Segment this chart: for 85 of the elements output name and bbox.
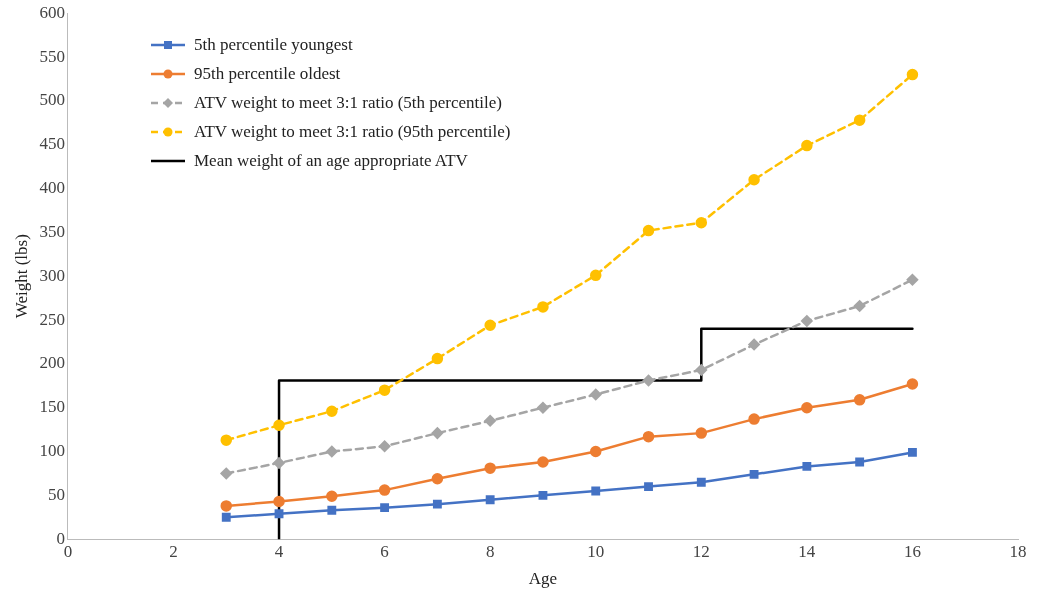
point — [591, 486, 601, 496]
point — [589, 269, 602, 282]
legend-label: 95th percentile oldest — [194, 63, 341, 84]
y-tick-label: 450 — [39, 134, 65, 154]
point — [853, 394, 866, 406]
point — [326, 405, 338, 417]
point — [855, 457, 865, 467]
y-tick-label: 400 — [39, 178, 65, 197]
point — [274, 509, 284, 519]
point — [220, 500, 232, 512]
legend-label: 5th percentile youngest — [194, 34, 353, 55]
x-tick-label: 6 — [380, 541, 389, 561]
x-axis-title: Age — [528, 569, 558, 589]
point — [378, 484, 391, 496]
point — [327, 505, 337, 515]
y-tick-label: 550 — [39, 46, 65, 66]
point — [748, 338, 760, 351]
point — [748, 174, 760, 186]
point — [326, 490, 338, 502]
point — [484, 415, 496, 427]
legend-label: ATV weight to meet 3:1 ratio (5th percentile) — [194, 92, 502, 113]
point — [485, 495, 495, 505]
point — [748, 413, 760, 425]
x-tick-label: 12 — [692, 541, 710, 561]
point — [853, 300, 866, 312]
point — [695, 427, 708, 439]
point — [378, 440, 391, 453]
point — [906, 68, 919, 81]
point — [853, 114, 866, 126]
point — [644, 482, 653, 492]
y-tick-label: 0 — [56, 528, 65, 548]
legend-label: ATV weight to meet 3:1 ratio (95th percentile) — [194, 121, 511, 142]
y-tick-label: 300 — [39, 265, 65, 285]
point — [484, 462, 496, 474]
point — [642, 430, 655, 443]
point — [749, 469, 759, 479]
point — [695, 364, 708, 376]
point — [589, 445, 602, 458]
point — [484, 319, 496, 332]
point — [642, 374, 655, 387]
y-axis-title: Weight (lbs) — [11, 234, 31, 319]
point — [431, 427, 444, 439]
x-tick-label: 16 — [903, 541, 921, 561]
point — [801, 315, 813, 327]
y-tick-label: 100 — [39, 441, 65, 460]
point — [642, 224, 655, 237]
point — [273, 419, 285, 431]
y-tick-label: 600 — [39, 2, 65, 22]
x-tick-label: 18 — [1009, 541, 1027, 561]
point — [537, 401, 549, 414]
point — [538, 490, 548, 500]
point — [695, 216, 708, 229]
point — [432, 499, 442, 509]
y-tick-label: 150 — [39, 397, 65, 417]
y-tick-label: 200 — [39, 353, 65, 373]
x-tick-label: 8 — [485, 541, 495, 561]
point — [801, 139, 813, 152]
y-tick-label: 250 — [39, 309, 65, 329]
x-tick-label: 2 — [169, 541, 178, 561]
point — [906, 378, 919, 390]
legend-label: Mean weight of an age appropriate ATV — [194, 150, 468, 171]
point — [589, 388, 602, 401]
point — [273, 457, 285, 469]
point — [326, 445, 338, 458]
x-tick-label: 14 — [798, 541, 816, 561]
y-tick-label: 50 — [47, 484, 65, 504]
y-tick-label: 500 — [39, 90, 65, 110]
point — [802, 462, 812, 471]
point — [220, 467, 232, 480]
y-tick-label: 350 — [39, 221, 65, 241]
point — [906, 273, 919, 286]
point — [908, 447, 917, 457]
point — [273, 495, 285, 508]
point — [378, 384, 391, 396]
point — [221, 512, 231, 522]
x-tick-label: 4 — [274, 541, 284, 561]
point — [696, 477, 706, 487]
point — [380, 503, 390, 513]
point — [537, 301, 549, 313]
point — [537, 456, 549, 468]
point — [801, 401, 813, 414]
x-tick-label: 10 — [587, 541, 605, 561]
point — [220, 434, 232, 446]
point — [431, 472, 444, 485]
point — [431, 352, 444, 365]
